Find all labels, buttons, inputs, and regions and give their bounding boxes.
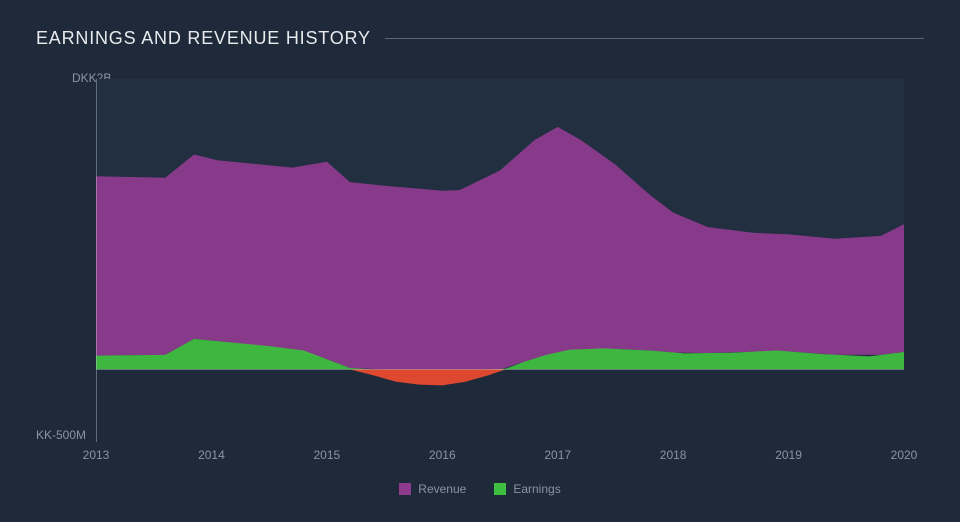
legend: Revenue Earnings: [36, 482, 924, 496]
y-tick-bottom: KK-500M: [36, 428, 86, 442]
legend-item-revenue: Revenue: [399, 482, 466, 496]
legend-label-revenue: Revenue: [418, 482, 466, 496]
x-tick-label: 2014: [198, 448, 225, 462]
earnings-revenue-chart: EARNINGS AND REVENUE HISTORY DKK2B KK-50…: [0, 0, 960, 522]
x-tick-label: 2018: [660, 448, 687, 462]
x-tick-label: 2020: [891, 448, 918, 462]
title-rule: [385, 38, 924, 39]
legend-item-earnings: Earnings: [494, 482, 560, 496]
plot-area: [96, 79, 904, 442]
chart-svg: [96, 79, 904, 442]
revenue-area: [96, 127, 904, 369]
title-row: EARNINGS AND REVENUE HISTORY: [36, 28, 924, 49]
earnings-negative-area: [96, 369, 904, 385]
x-tick-label: 2017: [544, 448, 571, 462]
x-axis-labels: 20132014201520162017201820192020: [96, 448, 904, 464]
x-tick-label: 2016: [429, 448, 456, 462]
legend-swatch-earnings: [494, 483, 506, 495]
chart-title: EARNINGS AND REVENUE HISTORY: [36, 28, 371, 49]
x-tick-label: 2019: [775, 448, 802, 462]
x-tick-label: 2013: [83, 448, 110, 462]
x-tick-label: 2015: [313, 448, 340, 462]
legend-label-earnings: Earnings: [513, 482, 560, 496]
plot-wrap: DKK2B KK-500M 20132014201520162017201820…: [36, 67, 924, 502]
legend-swatch-revenue: [399, 483, 411, 495]
